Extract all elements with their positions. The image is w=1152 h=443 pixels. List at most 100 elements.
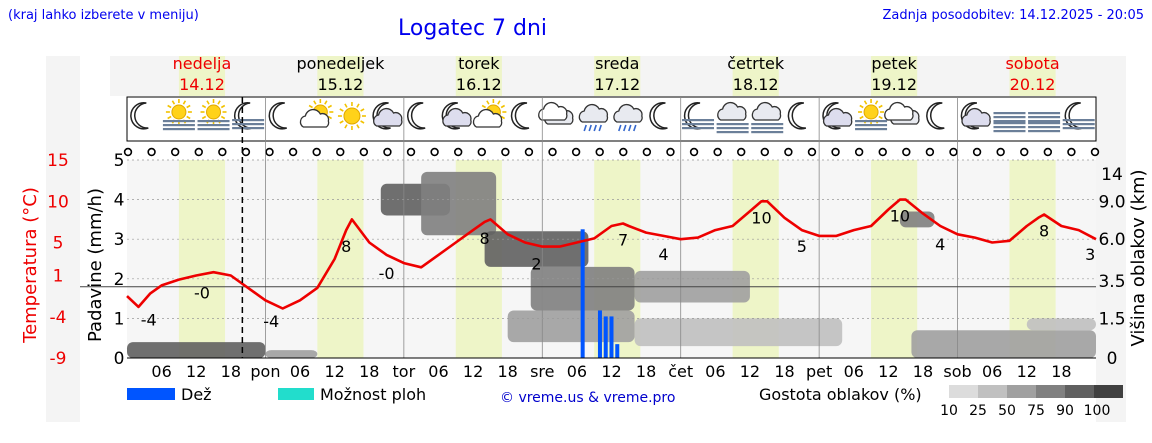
fog-line	[993, 112, 1026, 115]
wind-marker	[996, 147, 1005, 157]
day-band-header	[871, 56, 918, 96]
day-name: sobota	[1005, 54, 1059, 73]
wind-marker	[831, 147, 840, 157]
x-tick-label: 18	[359, 362, 379, 381]
wind-marker	[571, 147, 581, 157]
wind-marker	[430, 147, 439, 157]
fog-line	[197, 128, 230, 131]
fog-line	[1028, 122, 1061, 125]
cloud-shape	[613, 103, 643, 123]
rain-bar	[603, 316, 608, 358]
temperature-axis-title: Temperatura (°C)	[20, 187, 41, 344]
fog-line	[855, 120, 888, 123]
sun-disc	[171, 104, 187, 120]
cloud-layer	[265, 350, 318, 358]
sun-ray	[339, 108, 344, 112]
fog-line	[716, 127, 749, 130]
wind-marker	[123, 147, 133, 157]
x-tick-label: 12	[878, 362, 898, 381]
fog-line	[1028, 116, 1061, 119]
fog-line	[993, 120, 1026, 123]
day-date: 19.12	[871, 75, 917, 94]
moon-shape	[407, 102, 426, 130]
day-band-header	[1009, 56, 1056, 96]
sun-disc	[343, 107, 361, 125]
temperature-label: 7	[618, 231, 628, 250]
cloud-shape	[717, 101, 747, 121]
wind-marker	[548, 147, 557, 157]
fog-line	[682, 127, 715, 130]
cloud-fog-icon	[751, 101, 784, 134]
density-step-label: 75	[1027, 403, 1045, 419]
x-tick-label: 18	[636, 362, 656, 381]
day-name: nedelja	[173, 54, 232, 73]
cloud-shape	[751, 101, 782, 121]
temperature-tick: 5	[53, 234, 64, 254]
page-title: Logatec 7 dni	[398, 16, 548, 41]
sun-ray	[344, 124, 348, 129]
sun-ray	[344, 103, 348, 108]
precipitation-tick: 4	[114, 191, 125, 211]
sun-ray	[486, 100, 490, 105]
density-step-label: 25	[969, 403, 987, 419]
moon-cloud-icon	[960, 102, 991, 130]
fog-line	[232, 127, 265, 130]
cloud-density-legend: 10 25 50 75 90 100	[940, 385, 1123, 419]
rain-drop	[628, 124, 632, 132]
cloud-height-tick: 6.0	[1098, 230, 1125, 250]
temperature-label: 10	[751, 208, 771, 227]
temperature-tick: -4	[50, 308, 67, 328]
rain-drop	[618, 124, 622, 132]
fog-line	[993, 116, 1026, 119]
cloud-shape	[822, 107, 853, 127]
wind-marker	[1090, 147, 1100, 157]
precipitation-tick: 2	[114, 270, 125, 290]
cloud-layer	[421, 171, 497, 236]
fog-line	[751, 131, 784, 134]
x-tick-label: 18	[1051, 362, 1071, 381]
x-tick-label: 06	[982, 362, 1002, 381]
day-name: četrtek	[727, 54, 785, 73]
day-date: 14.12	[179, 75, 225, 94]
day-date: 17.12	[594, 75, 640, 94]
wind-marker	[619, 147, 628, 157]
rain-bar	[609, 316, 614, 358]
x-tick-label: 18	[221, 362, 241, 381]
wind-marker	[949, 147, 958, 157]
cloud-height-axis-title: Višina oblakov (km)	[1128, 169, 1149, 346]
sun-ray	[500, 115, 506, 120]
day-date: 16.12	[456, 75, 502, 94]
wind-marker	[595, 147, 604, 157]
temperature-label: -4	[141, 310, 157, 329]
fog-line	[162, 128, 195, 131]
day-bands-header	[178, 56, 1056, 96]
sun-ray	[500, 104, 506, 109]
wind-marker	[336, 147, 345, 157]
wind-marker	[689, 147, 699, 157]
wind-marker	[524, 147, 534, 157]
x-tick-label: čet	[668, 362, 693, 381]
fog-line	[682, 119, 715, 122]
sun-ray	[481, 104, 486, 109]
cloud-height-tick: 3.5	[1098, 272, 1125, 292]
wind-marker	[383, 147, 392, 157]
wind-marker	[288, 147, 298, 157]
sun-ray	[220, 115, 226, 120]
wind-marker	[642, 147, 652, 157]
density-step-label: 10	[940, 403, 958, 419]
fog-line	[162, 124, 195, 127]
day-name: torek	[458, 54, 500, 73]
x-tick-label: 06	[844, 362, 864, 381]
x-tick-label: 18	[774, 362, 794, 381]
wind-marker	[784, 147, 793, 157]
cloud-icon	[884, 101, 920, 125]
day-name: ponedeljek	[296, 54, 385, 73]
rain-legend-label: Dež	[181, 385, 212, 404]
moon-icon	[926, 102, 945, 130]
day-date: 20.12	[1010, 75, 1056, 94]
wind-marker	[925, 147, 935, 157]
x-tick-label: 06	[428, 362, 448, 381]
x-tick-label: 12	[324, 362, 344, 381]
sun-ray	[220, 104, 226, 109]
temperature-tick: 10	[47, 192, 69, 212]
